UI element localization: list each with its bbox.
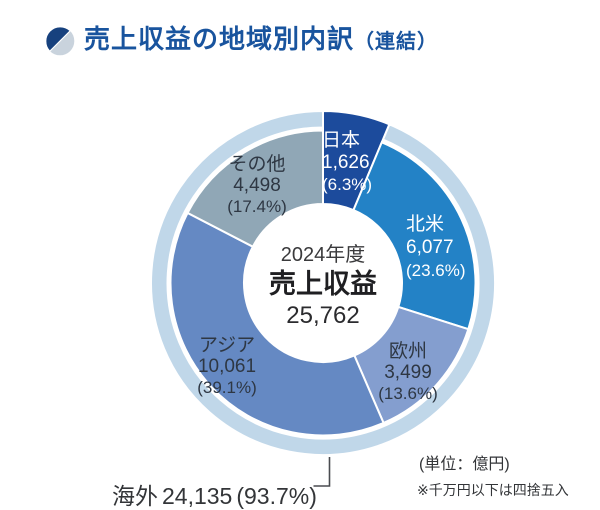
unit-note: (単位：億円): [419, 456, 510, 473]
metric-name: 売上収益: [269, 269, 377, 299]
segment-percent: (13.6%): [378, 384, 438, 403]
overseas-ring: [150, 109, 496, 456]
segment-name: 欧州: [388, 341, 427, 362]
chart-center-label: 2024年度 売上収益 25,762: [269, 242, 377, 331]
overseas-annotation: 海外 24,135 (93.7%): [112, 477, 321, 510]
pie-chart-icon: [45, 25, 75, 55]
segment-value: 6,077: [406, 237, 454, 258]
segment-label-asia: アジア 10,061 (39.1%): [197, 335, 257, 398]
segment-asia: [169, 211, 385, 437]
segment-percent: (23.6%): [406, 261, 466, 280]
overseas-label: 海外: [112, 483, 158, 509]
page-title-text: 売上収益の地域別内訳: [84, 24, 355, 54]
connector-line: [313, 457, 331, 487]
page-title-suffix: （連結）: [354, 31, 439, 53]
segment-name: アジア: [198, 335, 256, 356]
segment-name: 北米: [406, 214, 445, 235]
page-title: 売上収益の地域別内訳（連結）: [84, 24, 438, 57]
segment-north-america: [352, 140, 477, 331]
segment-japan: [322, 109, 391, 212]
page-header: 売上収益の地域別内訳（連結）: [45, 24, 438, 57]
segment-percent: (6.3%): [322, 175, 373, 194]
segment-value: 1,626: [322, 152, 370, 173]
segment-percent: (39.1%): [197, 378, 257, 397]
overseas-percent: (93.7%): [236, 483, 317, 509]
segment-label-north-america: 北米 6,077 (23.6%): [406, 213, 466, 282]
overseas-value: 24,135: [162, 483, 233, 509]
segment-percent: (17.4%): [227, 197, 287, 216]
segment-value: 4,498: [233, 175, 281, 196]
segment-value: 3,499: [384, 362, 432, 383]
total-value: 25,762: [286, 302, 360, 329]
rounding-note: ※千万円以下は四捨五入: [417, 482, 569, 498]
segment-value: 10,061: [197, 356, 257, 377]
segment-name: その他: [228, 154, 286, 175]
segment-name: 日本: [322, 130, 361, 151]
segment-others: [186, 129, 324, 249]
fiscal-year-label: 2024年度: [280, 244, 366, 266]
segment-label-others: その他 4,498 (17.4%): [227, 154, 287, 217]
segment-label-japan: 日本 1,626 (6.3%): [322, 130, 372, 196]
segment-label-europe: 欧州 3,499 (13.6%): [378, 341, 438, 404]
